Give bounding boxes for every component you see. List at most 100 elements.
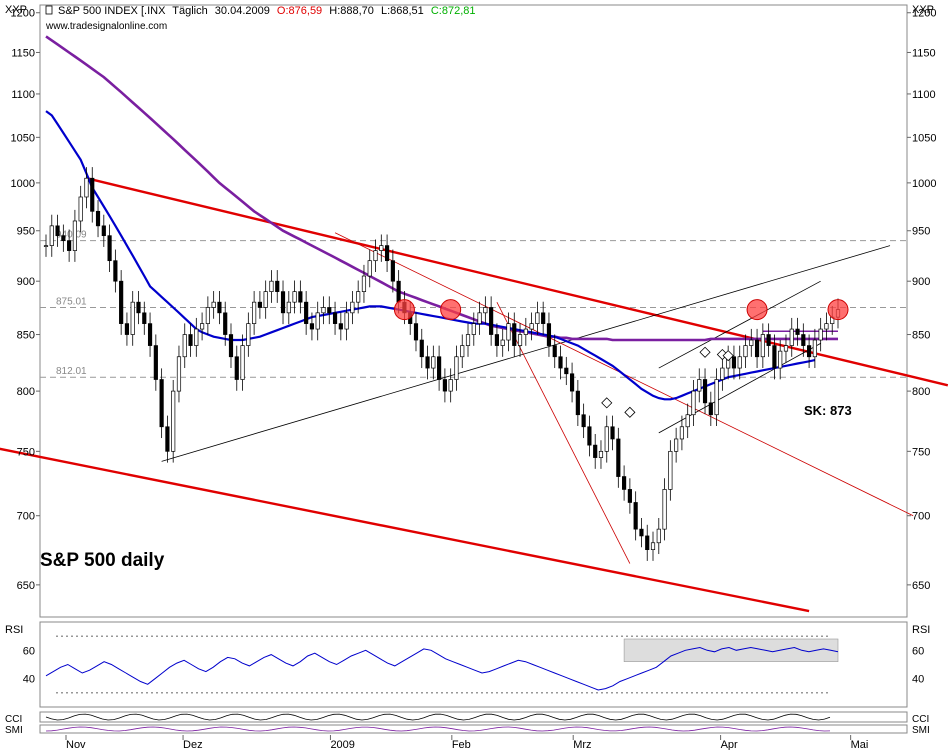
candle-body[interactable] bbox=[737, 356, 742, 369]
candle-body[interactable] bbox=[356, 291, 361, 303]
candle-body[interactable] bbox=[419, 339, 424, 358]
candle-body[interactable] bbox=[622, 476, 627, 490]
candle-body[interactable] bbox=[783, 345, 789, 352]
candle-body[interactable] bbox=[448, 379, 453, 392]
candle-body[interactable] bbox=[194, 328, 199, 346]
candle-body[interactable] bbox=[535, 312, 540, 324]
candle-body[interactable] bbox=[113, 260, 118, 282]
candle-body[interactable] bbox=[766, 334, 771, 346]
candle-body[interactable] bbox=[656, 528, 661, 544]
candle-body[interactable] bbox=[442, 379, 447, 392]
candle-body[interactable] bbox=[205, 307, 210, 324]
candle-body[interactable] bbox=[263, 291, 268, 308]
candle-body[interactable] bbox=[795, 328, 800, 335]
candle-body[interactable] bbox=[650, 542, 656, 551]
candle-body[interactable] bbox=[321, 307, 326, 314]
candle-body[interactable] bbox=[257, 301, 262, 308]
candle-body[interactable] bbox=[240, 345, 245, 380]
candle-body[interactable] bbox=[598, 450, 604, 458]
candle-body[interactable] bbox=[379, 245, 384, 251]
candle-body[interactable] bbox=[49, 225, 54, 246]
candle-body[interactable] bbox=[124, 323, 130, 335]
candle-body[interactable] bbox=[807, 345, 812, 358]
candle-body[interactable] bbox=[564, 367, 569, 375]
candle-body[interactable] bbox=[275, 280, 280, 292]
candle-body[interactable] bbox=[587, 426, 592, 446]
candle-body[interactable] bbox=[454, 356, 459, 380]
candle-body[interactable] bbox=[552, 345, 557, 358]
candle-body[interactable] bbox=[633, 502, 638, 530]
candle-body[interactable] bbox=[697, 379, 702, 392]
candle-body[interactable] bbox=[246, 323, 251, 346]
candle-body[interactable] bbox=[298, 291, 303, 303]
candle-body[interactable] bbox=[668, 450, 673, 490]
candle-body[interactable] bbox=[460, 345, 465, 358]
candle-body[interactable] bbox=[541, 312, 546, 324]
candle-body[interactable] bbox=[749, 339, 754, 346]
candle-body[interactable] bbox=[147, 323, 153, 346]
candle-body[interactable] bbox=[130, 301, 135, 335]
candle-body[interactable] bbox=[714, 379, 719, 416]
candle-body[interactable] bbox=[627, 489, 632, 503]
candle-body[interactable] bbox=[200, 323, 205, 330]
candle-body[interactable] bbox=[506, 323, 511, 341]
candle-body[interactable] bbox=[136, 301, 141, 314]
candle-body[interactable] bbox=[217, 301, 222, 314]
candle-body[interactable] bbox=[789, 328, 794, 346]
candle-body[interactable] bbox=[350, 301, 355, 314]
candle-body[interactable] bbox=[165, 426, 170, 452]
rsi-panel[interactable] bbox=[39, 621, 908, 708]
candle-body[interactable] bbox=[142, 312, 147, 324]
candle-body[interactable] bbox=[286, 301, 291, 314]
candle-body[interactable] bbox=[702, 379, 708, 404]
candle-body[interactable] bbox=[309, 323, 315, 330]
candle-body[interactable] bbox=[292, 291, 297, 303]
candle-body[interactable] bbox=[674, 438, 679, 452]
candle-body[interactable] bbox=[171, 390, 176, 452]
candle-body[interactable] bbox=[338, 323, 343, 330]
candle-body[interactable] bbox=[754, 339, 760, 358]
candle-body[interactable] bbox=[772, 345, 777, 369]
candle-body[interactable] bbox=[304, 301, 309, 324]
candle-body[interactable] bbox=[575, 390, 580, 416]
candle-body[interactable] bbox=[223, 312, 228, 335]
candle-body[interactable] bbox=[425, 356, 430, 369]
candle-body[interactable] bbox=[691, 390, 696, 416]
candle-body[interactable] bbox=[78, 196, 83, 222]
candle-body[interactable] bbox=[517, 334, 523, 346]
candle-body[interactable] bbox=[228, 334, 234, 358]
candle-body[interactable] bbox=[211, 301, 216, 308]
candle-body[interactable] bbox=[182, 334, 187, 358]
candle-body[interactable] bbox=[818, 328, 823, 341]
smi-panel[interactable] bbox=[39, 724, 908, 734]
candle-body[interactable] bbox=[760, 334, 765, 358]
candle-body[interactable] bbox=[188, 334, 193, 346]
candle-body[interactable] bbox=[679, 426, 684, 440]
candle-body[interactable] bbox=[824, 323, 829, 330]
candle-body[interactable] bbox=[390, 260, 395, 282]
candle-body[interactable] bbox=[604, 426, 609, 452]
candle-body[interactable] bbox=[327, 307, 332, 314]
candle-body[interactable] bbox=[107, 235, 112, 262]
candle-body[interactable] bbox=[801, 334, 806, 346]
candle-body[interactable] bbox=[593, 444, 598, 458]
candle-body[interactable] bbox=[280, 291, 286, 314]
candle-body[interactable] bbox=[119, 280, 124, 324]
candle-body[interactable] bbox=[529, 323, 534, 330]
candle-body[interactable] bbox=[431, 356, 436, 369]
candle-body[interactable] bbox=[546, 323, 552, 346]
candle-body[interactable] bbox=[685, 414, 690, 428]
candle-body[interactable] bbox=[483, 307, 488, 314]
candle-body[interactable] bbox=[413, 323, 419, 341]
candle-body[interactable] bbox=[90, 177, 95, 212]
candle-body[interactable] bbox=[610, 426, 615, 440]
candle-body[interactable] bbox=[101, 225, 106, 237]
candle-body[interactable] bbox=[477, 312, 482, 324]
candle-body[interactable] bbox=[361, 275, 367, 292]
candle-body[interactable] bbox=[234, 356, 239, 380]
candle-body[interactable] bbox=[55, 225, 60, 237]
candle-body[interactable] bbox=[778, 350, 783, 369]
candle-body[interactable] bbox=[494, 334, 500, 346]
candle-body[interactable] bbox=[367, 260, 372, 277]
candle-body[interactable] bbox=[176, 356, 182, 392]
